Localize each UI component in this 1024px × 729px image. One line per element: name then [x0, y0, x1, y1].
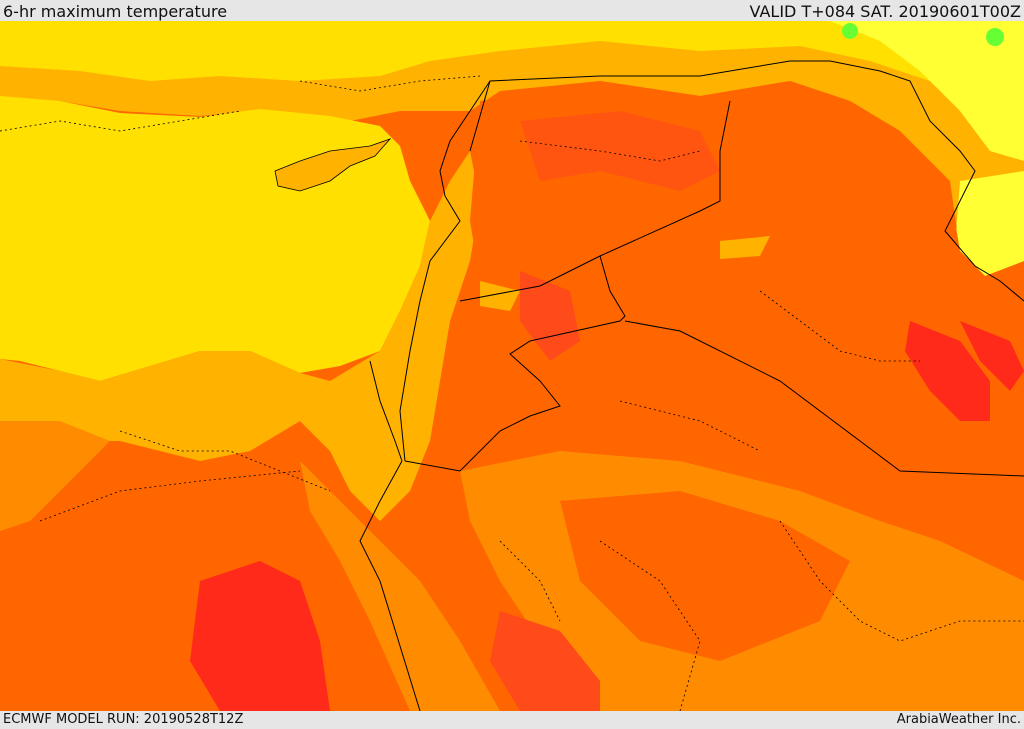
hijaz-hot-spot	[490, 611, 600, 711]
valid-time: VALID T+084 SAT. 20190601T00Z	[749, 2, 1021, 21]
arabia-interior	[560, 491, 850, 661]
egypt-hot-spot	[190, 561, 330, 711]
north-yellow-band	[0, 21, 1024, 141]
green-patch-1	[842, 23, 858, 39]
credit-text: ArabiaWeather Inc.	[896, 712, 1021, 727]
patch-1	[720, 236, 770, 259]
red-sea	[300, 461, 500, 711]
north-warm-band	[0, 21, 1024, 271]
patch-2	[480, 281, 520, 311]
country-borders	[359, 60, 1024, 711]
syria-iraq	[470, 81, 1024, 481]
jordan-hot-spot	[520, 271, 580, 361]
zagros-light	[955, 171, 1024, 276]
iraq-hot-spot	[905, 321, 990, 421]
green-patch-2	[986, 28, 1004, 46]
temperature-map[interactable]	[0, 21, 1024, 711]
iran-hot-spot	[960, 321, 1024, 391]
province-borders	[0, 75, 1024, 711]
map-canvas	[0, 21, 1024, 711]
levant-band	[300, 151, 480, 521]
egypt-west-band	[0, 421, 110, 531]
cyprus	[274, 138, 392, 192]
header-bar: 6-hr maximum temperature VALID T+084 SAT…	[0, 0, 1024, 21]
syria-hot-patch	[520, 111, 720, 191]
model-run: ECMWF MODEL RUN: 20190528T12Z	[3, 712, 244, 727]
northeast-light-band	[830, 21, 1024, 161]
mediterranean-sea	[0, 96, 430, 381]
footer-bar	[0, 711, 1024, 729]
map-title: 6-hr maximum temperature	[3, 2, 228, 21]
